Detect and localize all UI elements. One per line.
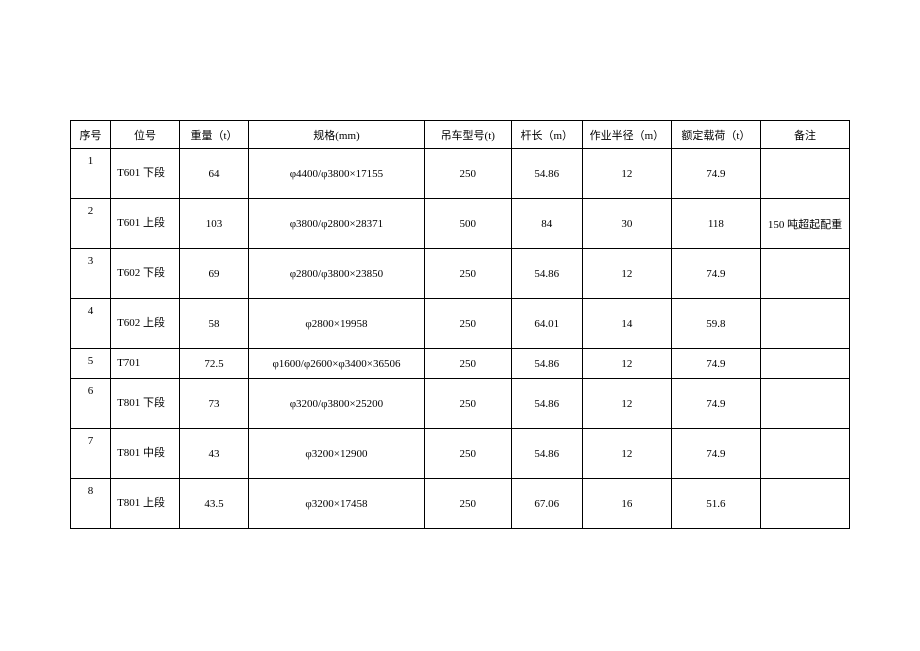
cell-boom: 54.86 (511, 379, 582, 429)
cell-boom: 54.86 (511, 349, 582, 379)
cell-spec: φ4400/φ3800×17155 (249, 149, 425, 199)
col-note: 备注 (760, 121, 849, 149)
cell-boom: 54.86 (511, 249, 582, 299)
cell-radius: 12 (582, 149, 671, 199)
table-row: 5 T701 72.5 φ1600/φ2600×φ3400×36506 250 … (71, 349, 850, 379)
cell-seq: 6 (71, 379, 111, 429)
table-row: 3 T602 下段 69 φ2800/φ3800×23850 250 54.86… (71, 249, 850, 299)
cell-boom: 67.06 (511, 479, 582, 529)
cell-seq: 7 (71, 429, 111, 479)
cell-seq: 5 (71, 349, 111, 379)
cell-radius: 12 (582, 349, 671, 379)
cell-spec: φ3200/φ3800×25200 (249, 379, 425, 429)
cell-weight: 43 (180, 429, 249, 479)
cell-seq: 4 (71, 299, 111, 349)
table-row: 8 T801 上段 43.5 φ3200×17458 250 67.06 16 … (71, 479, 850, 529)
cell-pos: T801 下段 (111, 379, 180, 429)
cell-pos: T701 (111, 349, 180, 379)
table-row: 1 T601 下段 64 φ4400/φ3800×17155 250 54.86… (71, 149, 850, 199)
cell-radius: 16 (582, 479, 671, 529)
cell-weight: 72.5 (180, 349, 249, 379)
cell-radius: 12 (582, 379, 671, 429)
cell-rated: 51.6 (671, 479, 760, 529)
cell-note (760, 379, 849, 429)
cell-note (760, 249, 849, 299)
cell-boom: 84 (511, 199, 582, 249)
cell-crane: 250 (424, 479, 511, 529)
cell-radius: 30 (582, 199, 671, 249)
cell-crane: 250 (424, 299, 511, 349)
col-spec: 规格(mm) (249, 121, 425, 149)
cell-note (760, 149, 849, 199)
spec-table: 序号 位号 重量（t） 规格(mm) 吊车型号(t) 杆长（m） 作业半径（m）… (70, 120, 850, 529)
cell-boom: 64.01 (511, 299, 582, 349)
table-row: 2 T601 上段 103 φ3800/φ2800×28371 500 84 3… (71, 199, 850, 249)
cell-rated: 118 (671, 199, 760, 249)
cell-radius: 14 (582, 299, 671, 349)
cell-radius: 12 (582, 429, 671, 479)
cell-weight: 58 (180, 299, 249, 349)
cell-rated: 74.9 (671, 349, 760, 379)
cell-crane: 250 (424, 429, 511, 479)
col-load: 额定载荷（t） (671, 121, 760, 149)
table-row: 6 T801 下段 73 φ3200/φ3800×25200 250 54.86… (71, 379, 850, 429)
cell-rated: 74.9 (671, 379, 760, 429)
cell-seq: 2 (71, 199, 111, 249)
cell-crane: 250 (424, 379, 511, 429)
col-wt: 重量（t） (180, 121, 249, 149)
cell-crane: 250 (424, 249, 511, 299)
cell-pos: T801 上段 (111, 479, 180, 529)
cell-spec: φ3200×17458 (249, 479, 425, 529)
cell-note: 150 吨超起配重 (760, 199, 849, 249)
col-boom: 杆长（m） (511, 121, 582, 149)
cell-seq: 3 (71, 249, 111, 299)
col-crane: 吊车型号(t) (424, 121, 511, 149)
cell-boom: 54.86 (511, 429, 582, 479)
cell-spec: φ1600/φ2600×φ3400×36506 (249, 349, 425, 379)
cell-rated: 74.9 (671, 249, 760, 299)
cell-pos: T602 下段 (111, 249, 180, 299)
cell-spec: φ3800/φ2800×28371 (249, 199, 425, 249)
cell-rated: 74.9 (671, 149, 760, 199)
cell-seq: 1 (71, 149, 111, 199)
cell-pos: T601 上段 (111, 199, 180, 249)
cell-pos: T801 中段 (111, 429, 180, 479)
col-pos: 位号 (111, 121, 180, 149)
cell-rated: 74.9 (671, 429, 760, 479)
cell-seq: 8 (71, 479, 111, 529)
cell-note (760, 349, 849, 379)
cell-spec: φ3200×12900 (249, 429, 425, 479)
cell-rated: 59.8 (671, 299, 760, 349)
table-row: 4 T602 上段 58 φ2800×19958 250 64.01 14 59… (71, 299, 850, 349)
cell-boom: 54.86 (511, 149, 582, 199)
cell-pos: T601 下段 (111, 149, 180, 199)
cell-crane: 250 (424, 349, 511, 379)
cell-weight: 73 (180, 379, 249, 429)
cell-crane: 500 (424, 199, 511, 249)
cell-weight: 69 (180, 249, 249, 299)
col-seq: 序号 (71, 121, 111, 149)
table-header-row: 序号 位号 重量（t） 规格(mm) 吊车型号(t) 杆长（m） 作业半径（m）… (71, 121, 850, 149)
cell-crane: 250 (424, 149, 511, 199)
cell-weight: 64 (180, 149, 249, 199)
cell-weight: 43.5 (180, 479, 249, 529)
cell-pos: T602 上段 (111, 299, 180, 349)
table-row: 7 T801 中段 43 φ3200×12900 250 54.86 12 74… (71, 429, 850, 479)
cell-radius: 12 (582, 249, 671, 299)
cell-note (760, 299, 849, 349)
col-rad: 作业半径（m） (582, 121, 671, 149)
cell-spec: φ2800×19958 (249, 299, 425, 349)
cell-spec: φ2800/φ3800×23850 (249, 249, 425, 299)
cell-note (760, 479, 849, 529)
cell-weight: 103 (180, 199, 249, 249)
cell-note (760, 429, 849, 479)
